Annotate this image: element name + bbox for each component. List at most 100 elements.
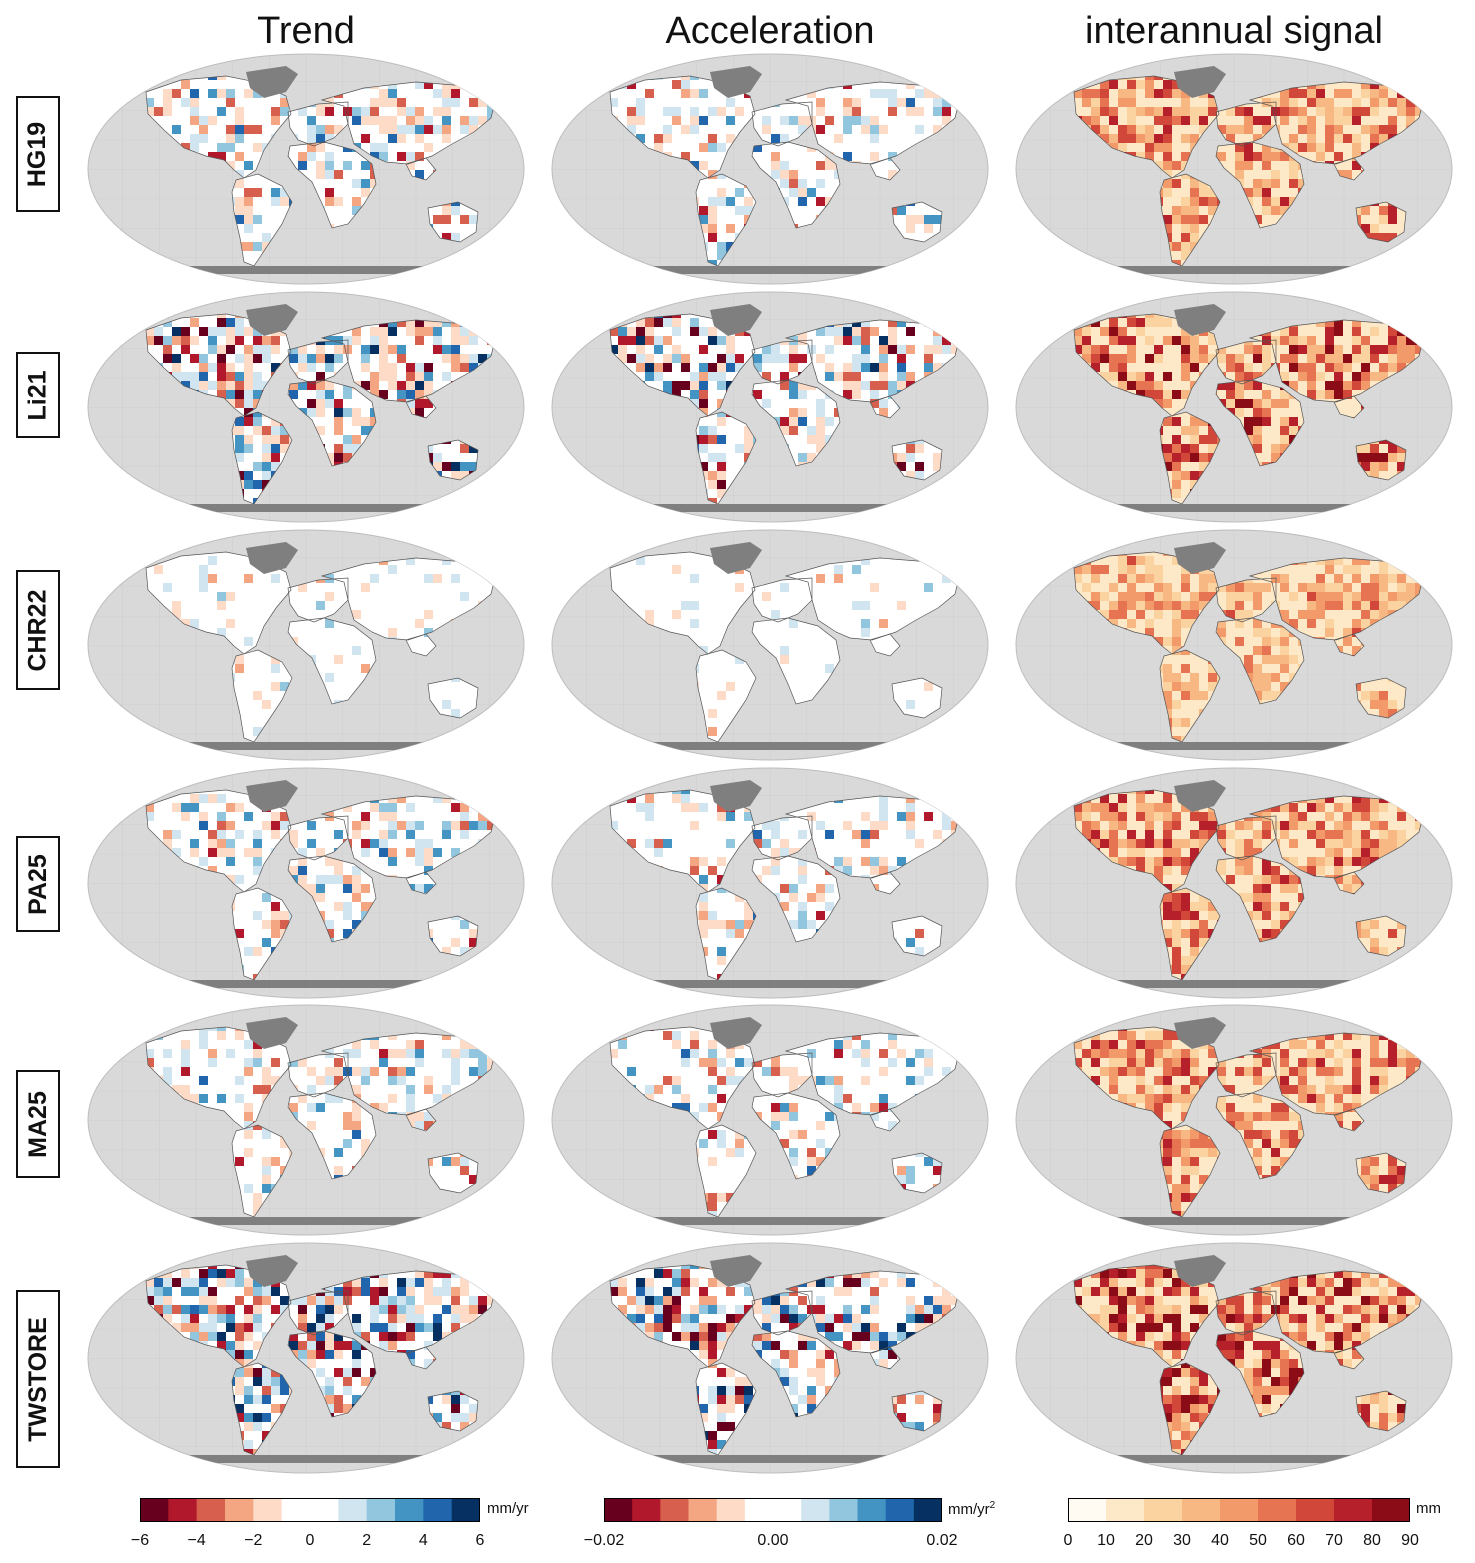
colorbar-segment: [395, 1498, 424, 1522]
antarctica: [620, 980, 920, 988]
colorbar-tick-label: 50: [1249, 1532, 1267, 1549]
colorbar-segment: [1106, 1498, 1145, 1522]
antarctica: [620, 266, 920, 274]
greenland: [246, 1017, 298, 1049]
colorbar-segment: [1068, 1498, 1107, 1522]
antarctica: [1084, 980, 1384, 988]
colorbar-tick-label: 30: [1173, 1532, 1191, 1549]
colorbar-segment: [829, 1498, 858, 1522]
colorbar-segment: [604, 1498, 633, 1522]
colorbar-segment: [196, 1498, 226, 1522]
map-panel-twstore-trend: [86, 1241, 526, 1476]
colorbar-tick-label: −0.02: [583, 1532, 625, 1549]
greenland: [710, 66, 762, 98]
map-panel-hg19-acceleration: [550, 52, 990, 287]
colorbar-segment: [140, 1498, 169, 1522]
map-panel-chr22-acceleration: [550, 528, 990, 763]
map-panel-li21-acceleration: [550, 290, 990, 525]
colorbar-trend-unit: mm/yr: [487, 1500, 529, 1517]
greenland: [246, 780, 298, 812]
colorbar-segment: [1296, 1498, 1335, 1522]
colorbar-segment: [660, 1498, 689, 1522]
colorbar-tick-label: 6: [475, 1532, 485, 1549]
map-panel-twstore-acceleration: [550, 1241, 990, 1476]
colorbar-segment: [253, 1498, 283, 1522]
antarctica: [156, 1217, 456, 1225]
map-panel-li21-interannual: [1014, 290, 1454, 525]
colorbar-segment: [423, 1498, 453, 1522]
greenland: [710, 542, 762, 574]
antarctica: [156, 742, 456, 750]
colorbar-segment: [366, 1498, 396, 1522]
antarctica: [1084, 504, 1384, 512]
map-panel-ma25-acceleration: [550, 1003, 990, 1238]
colorbar-segment: [773, 1498, 802, 1522]
map-panel-ma25-interannual: [1014, 1003, 1454, 1238]
map-panel-chr22-trend: [86, 528, 526, 763]
colorbar-segment: [632, 1498, 661, 1522]
colorbar-segment: [168, 1498, 198, 1522]
greenland: [246, 542, 298, 574]
greenland: [246, 1255, 298, 1287]
row-label-chr22: CHR22: [16, 570, 60, 690]
colorbar-segment: [451, 1498, 480, 1522]
antarctica: [620, 742, 920, 750]
greenland: [1174, 304, 1226, 336]
antarctica: [1084, 1217, 1384, 1225]
colorbar-segment: [1334, 1498, 1373, 1522]
row-label-hg19: HG19: [16, 96, 60, 212]
colorbar-segment: [716, 1498, 746, 1522]
colorbar-segment: [281, 1498, 311, 1522]
antarctica: [156, 504, 456, 512]
greenland: [710, 1017, 762, 1049]
colorbar-tick-label: −6: [130, 1532, 150, 1549]
antarctica: [620, 1455, 920, 1463]
row-label-pa25: PA25: [16, 836, 60, 932]
greenland: [710, 1255, 762, 1287]
colorbar-tick-label: 60: [1287, 1532, 1305, 1549]
antarctica: [620, 504, 920, 512]
row-label-text: Li21: [23, 369, 52, 421]
row-label-ma25: MA25: [16, 1070, 60, 1178]
greenland: [246, 304, 298, 336]
greenland: [710, 304, 762, 336]
colorbar-segment: [688, 1498, 718, 1522]
colorbar-segment: [1182, 1498, 1221, 1522]
colorbar-tick-label: 20: [1135, 1532, 1153, 1549]
colorbar-tick-label: 10: [1097, 1532, 1115, 1549]
colorbar-tick-label: 80: [1363, 1532, 1381, 1549]
row-label-text: CHR22: [23, 589, 52, 671]
column-title-interannual: interannual signal: [1085, 10, 1383, 52]
colorbar-interannual: [1068, 1498, 1410, 1522]
antarctica: [156, 266, 456, 274]
colorbar-segment: [885, 1498, 915, 1522]
colorbar-trend: [140, 1498, 480, 1522]
map-panel-pa25-acceleration: [550, 766, 990, 1001]
colorbar-acceleration-unit: mm/yr2: [948, 1500, 995, 1518]
map-panel-twstore-interannual: [1014, 1241, 1454, 1476]
unit-base: mm/yr: [948, 1501, 990, 1518]
greenland: [246, 66, 298, 98]
column-title-acceleration: Acceleration: [665, 10, 875, 52]
colorbar-tick-label: 0: [1063, 1532, 1073, 1549]
colorbar-interannual-unit: mm: [1416, 1500, 1441, 1517]
colorbar-tick-label: 0.00: [757, 1532, 789, 1549]
map-panel-pa25-trend: [86, 766, 526, 1001]
map-panel-li21-trend: [86, 290, 526, 525]
greenland: [1174, 66, 1226, 98]
antarctica: [1084, 266, 1384, 274]
colorbar-tick-label: −2: [244, 1532, 263, 1549]
antarctica: [620, 1217, 920, 1225]
row-label-text: MA25: [23, 1090, 52, 1158]
antarctica: [156, 1455, 456, 1463]
colorbar-segment: [1372, 1498, 1410, 1522]
colorbar-segment: [1258, 1498, 1297, 1522]
colorbar-tick-label: 0.02: [926, 1532, 958, 1549]
column-title-trend: Trend: [257, 10, 355, 52]
colorbar-acceleration: [604, 1498, 942, 1522]
greenland: [710, 780, 762, 812]
greenland: [1174, 1255, 1226, 1287]
row-label-text: TWSTORE: [23, 1316, 52, 1442]
colorbar-segment: [801, 1498, 830, 1522]
colorbar-tick-label: 40: [1211, 1532, 1229, 1549]
